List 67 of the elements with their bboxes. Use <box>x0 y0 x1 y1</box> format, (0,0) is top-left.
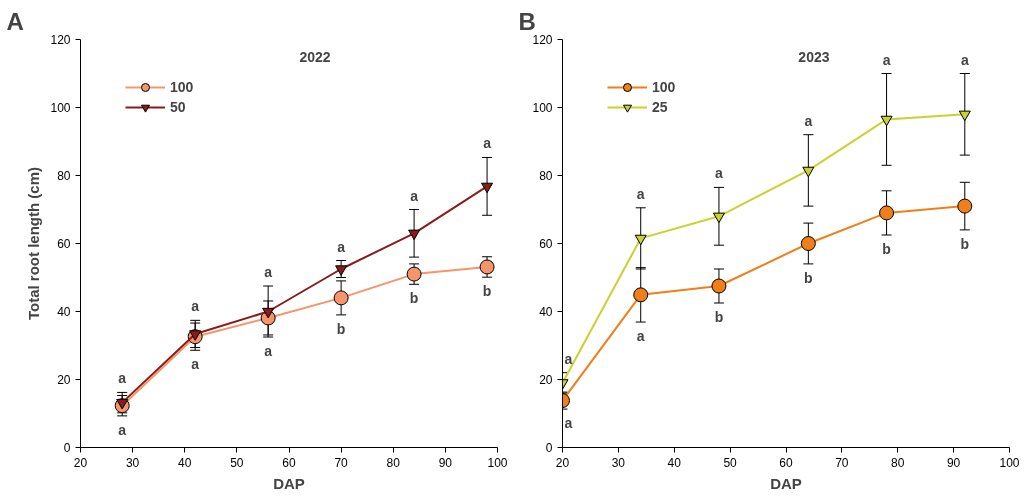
x-tick-label: 70 <box>835 455 849 470</box>
y-tick-label: 80 <box>539 169 553 183</box>
annotation: a <box>564 350 573 367</box>
annotation: a <box>636 185 645 202</box>
annotation: b <box>804 269 813 286</box>
annotation: a <box>191 356 200 373</box>
x-tick-label: 30 <box>125 455 140 470</box>
text: B <box>518 7 536 35</box>
y-tick-label: 120 <box>50 33 71 47</box>
annotation: a <box>118 370 127 387</box>
x-tick-label: 60 <box>779 455 793 470</box>
y-tick-label: 20 <box>57 373 71 387</box>
x-axis-title: DAP <box>273 474 305 492</box>
y-tick-label: 20 <box>539 373 553 387</box>
annotation: a <box>715 165 724 182</box>
x-tick-label: 100 <box>487 455 508 470</box>
annotation: a <box>264 343 273 359</box>
legend-label: 100 <box>170 79 194 95</box>
y-tick-label: 100 <box>50 101 71 115</box>
x-tick-label: 70 <box>334 455 349 470</box>
annotation: a <box>118 421 127 438</box>
x-tick-label: 90 <box>438 455 453 470</box>
x-tick-label: 40 <box>667 455 682 470</box>
annotation: a <box>882 51 891 68</box>
x-tick-label: 90 <box>946 455 961 470</box>
annotation: a <box>564 415 573 432</box>
annotation: a <box>804 112 813 129</box>
y-tick-label: 40 <box>539 305 553 319</box>
annotation: a <box>191 298 200 315</box>
x-axis-title: DAP <box>770 474 802 492</box>
annotation: b <box>336 320 346 337</box>
x-tick-label: 20 <box>555 455 570 470</box>
x-tick-label: 40 <box>178 455 192 470</box>
annotation: a <box>264 264 273 280</box>
annotation: b <box>882 241 891 257</box>
y-tick-label: 100 <box>532 101 553 115</box>
x-tick-label: 30 <box>611 455 626 470</box>
annotation: a <box>410 187 419 204</box>
y-tick-label: 0 <box>63 441 71 455</box>
text: A <box>6 7 24 35</box>
annotation: b <box>409 290 419 307</box>
annotation: b <box>482 283 492 300</box>
y-tick-label: 0 <box>545 441 553 455</box>
annotation: a <box>960 51 969 68</box>
y-tick-label: 120 <box>532 33 553 47</box>
x-tick-label: 20 <box>73 455 88 470</box>
text: 2022 <box>299 48 331 65</box>
annotation: b <box>714 309 724 325</box>
x-tick-label: 80 <box>891 455 905 470</box>
annotation: a <box>636 328 645 345</box>
y-tick-label: 40 <box>57 305 71 319</box>
x-tick-label: 50 <box>723 455 738 470</box>
annotation: a <box>337 238 346 255</box>
annotation: a <box>483 135 492 152</box>
x-tick-label: 100 <box>999 455 1020 470</box>
y-tick-label: 60 <box>57 237 71 251</box>
y-tick-label: 60 <box>539 237 553 251</box>
x-tick-label: 80 <box>386 455 401 470</box>
x-tick-label: 60 <box>282 455 296 470</box>
annotation: b <box>960 235 970 252</box>
legend-label: 50 <box>170 99 187 115</box>
legend-label: 25 <box>652 99 669 115</box>
x-tick-label: 50 <box>230 455 244 470</box>
y-axis-title: Total root length (cm) <box>25 166 43 321</box>
legend-label: 100 <box>652 79 676 95</box>
y-tick-label: 80 <box>57 169 71 183</box>
text: 2023 <box>798 48 830 65</box>
